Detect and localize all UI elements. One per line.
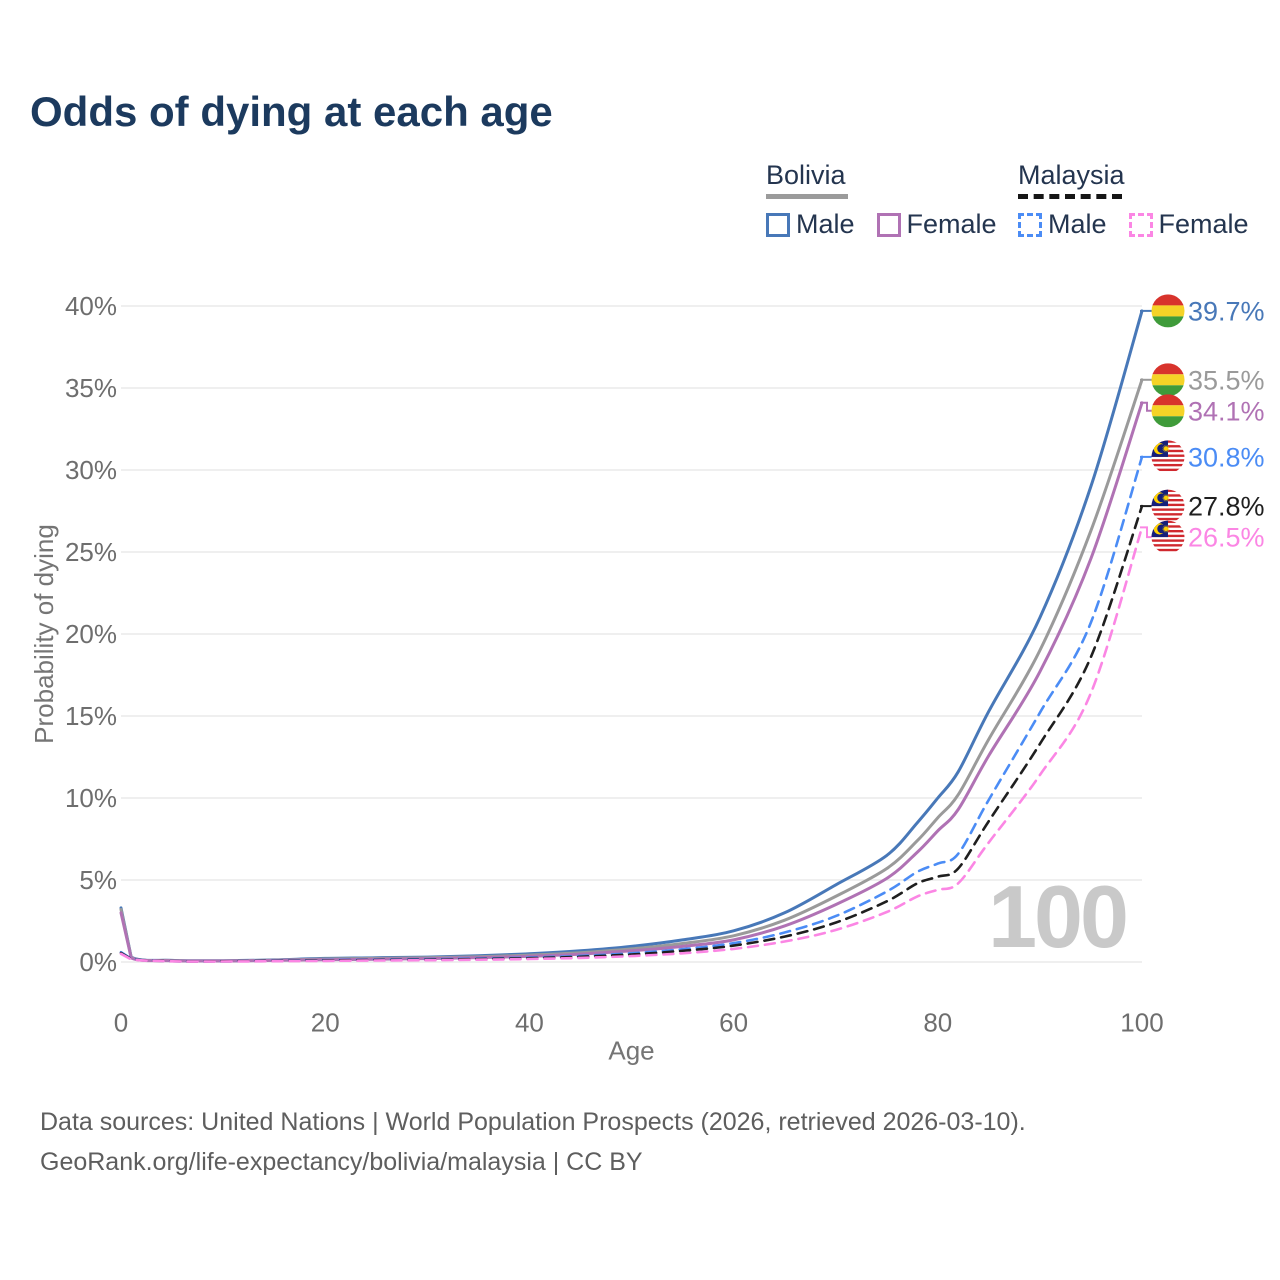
data-source-note: Data sources: United Nations | World Pop… xyxy=(40,1108,1026,1136)
line-chart: 0% 5% 10% 15% 20% 25% 30% 35% 40% 0 20 40 60 80 100 Age… xyxy=(29,291,1265,1066)
page-title: Odds of dying at each age xyxy=(30,88,553,135)
legend-item-malaysia-female[interactable]: Female xyxy=(1128,209,1249,240)
end-value-label-malaysia-male: 30.8% xyxy=(1188,442,1265,472)
malaysia-flag-icon xyxy=(1151,520,1185,554)
legend-header-bolivia-label: Bolivia xyxy=(766,160,846,190)
bolivia-flag-icon xyxy=(1151,363,1185,397)
end-value-label-malaysia-both-sexes: 27.8% xyxy=(1188,492,1265,522)
series-line-malaysia-male[interactable] xyxy=(119,455,1144,963)
y-tick-label: 0% xyxy=(79,947,117,977)
malaysia-male-swatch-icon xyxy=(1018,212,1042,237)
x-tick-label: 100 xyxy=(1120,1008,1163,1038)
end-value-label-bolivia-male: 39.7% xyxy=(1188,296,1265,326)
end-value-label-malaysia-female: 26.5% xyxy=(1188,523,1265,553)
bolivia-flag-icon xyxy=(1151,294,1185,328)
legend-bolivia-line-sample xyxy=(766,194,848,199)
y-tick-label: 20% xyxy=(65,619,117,649)
malaysia-flag-icon xyxy=(1151,489,1185,523)
end-label-connector xyxy=(1140,401,1152,412)
x-axis-title: Age xyxy=(608,1036,654,1066)
legend-malaysia-line-sample xyxy=(1018,194,1122,199)
attribution-link: GeoRank.org/life-expectancy/bolivia/mala… xyxy=(40,1148,643,1176)
legend-row-bolivia: Male Female xyxy=(766,209,1011,240)
y-tick-label: 35% xyxy=(65,373,117,403)
y-tick-label: 40% xyxy=(65,291,117,321)
end-value-label-bolivia-both-sexes: 35.5% xyxy=(1188,365,1265,395)
x-tick-label: 0 xyxy=(114,1008,128,1038)
legend-group-bolivia: Bolivia Male Female xyxy=(766,160,1011,240)
legend-header-malaysia: Malaysia xyxy=(1018,160,1263,199)
bolivia-flag-icon xyxy=(1151,394,1185,428)
malaysia-male-label: Male xyxy=(1048,209,1107,239)
y-axis-title: Probability of dying xyxy=(29,524,59,744)
series-line-malaysia-female[interactable] xyxy=(119,526,1144,963)
y-tick-label: 25% xyxy=(65,537,117,567)
bolivia-male-label: Male xyxy=(796,209,855,239)
y-tick-label: 15% xyxy=(65,701,117,731)
end-value-label-bolivia-female: 34.1% xyxy=(1188,396,1265,426)
legend-item-malaysia-male[interactable]: Male xyxy=(1018,209,1107,240)
hover-age-watermark: 100 xyxy=(988,867,1126,966)
bolivia-female-label: Female xyxy=(906,209,997,239)
malaysia-female-label: Female xyxy=(1158,209,1249,239)
bolivia-female-swatch-icon xyxy=(876,212,901,237)
legend-row-malaysia: Male Female xyxy=(1018,209,1263,240)
series-line-bolivia-male[interactable] xyxy=(119,309,1144,963)
legend-header-bolivia: Bolivia xyxy=(766,160,1011,199)
y-tick-label: 30% xyxy=(65,455,117,485)
malaysia-flag-icon xyxy=(1151,440,1185,474)
bolivia-male-swatch-icon xyxy=(766,212,790,237)
legend-item-bolivia-female[interactable]: Female xyxy=(876,209,997,240)
legend-item-bolivia-male[interactable]: Male xyxy=(766,209,855,240)
y-tick-label: 10% xyxy=(65,783,117,813)
legend-group-malaysia: Malaysia Male Female xyxy=(1018,160,1263,240)
x-tick-label: 40 xyxy=(515,1008,544,1038)
x-tick-label: 20 xyxy=(311,1008,340,1038)
legend-header-malaysia-label: Malaysia xyxy=(1018,160,1125,190)
malaysia-female-swatch-icon xyxy=(1128,212,1153,237)
x-tick-label: 60 xyxy=(719,1008,748,1038)
x-tick-label: 80 xyxy=(923,1008,952,1038)
y-tick-label: 5% xyxy=(79,865,117,895)
end-label-connector xyxy=(1140,526,1152,539)
